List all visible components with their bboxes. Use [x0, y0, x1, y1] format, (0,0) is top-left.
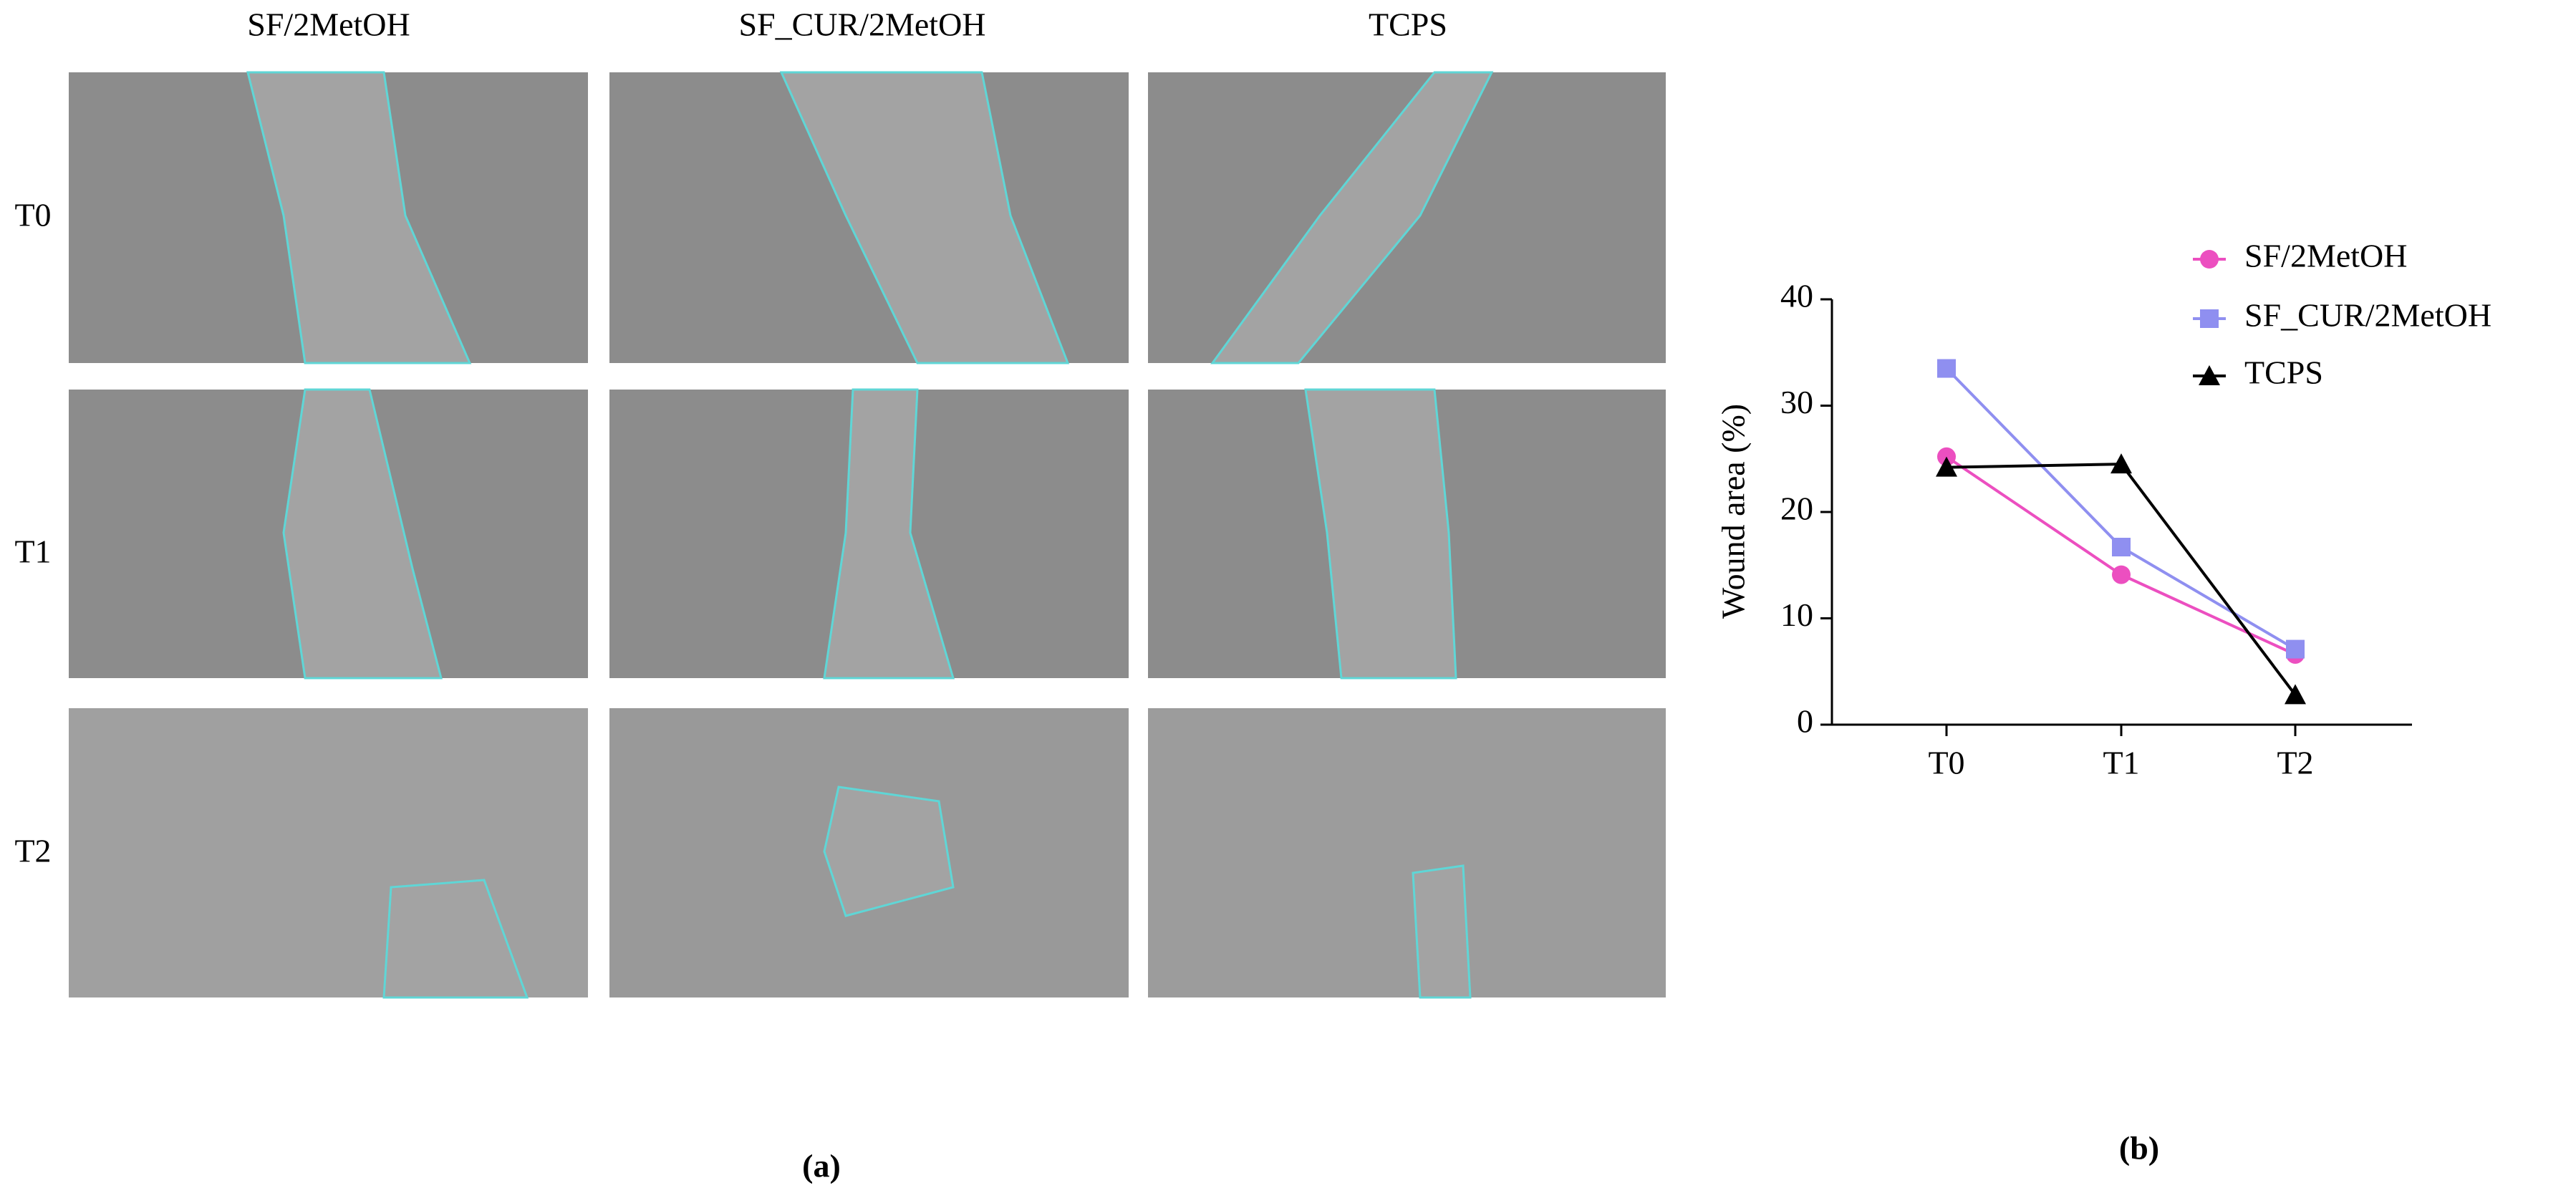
- y-tick-label: 20: [1780, 491, 1813, 527]
- micrograph: [1148, 388, 1666, 680]
- y-tick-label: 0: [1797, 703, 1813, 740]
- x-tick-label: T2: [2277, 745, 2313, 781]
- micrograph: [69, 388, 588, 680]
- legend-marker: [2200, 250, 2219, 269]
- row-label: T1: [14, 533, 51, 570]
- micrograph: [69, 708, 588, 999]
- data-point: [1937, 359, 1956, 378]
- legend-label: SF_CUR/2MetOH: [2244, 297, 2491, 334]
- column-header: SF/2MetOH: [247, 6, 410, 43]
- legend-marker: [2199, 365, 2220, 385]
- column-header: SF_CUR/2MetOH: [738, 6, 985, 43]
- data-point: [2286, 639, 2305, 659]
- micrograph: [609, 708, 1129, 997]
- panel-label: (b): [2119, 1130, 2159, 1166]
- data-point: [1936, 456, 1957, 477]
- data-point: [2112, 538, 2131, 557]
- y-axis-label: Wound area (%): [1715, 404, 1752, 619]
- micrograph: [609, 388, 1129, 680]
- micrograph: [609, 71, 1129, 364]
- legend-marker: [2200, 309, 2219, 328]
- micrograph: [1148, 708, 1666, 999]
- row-label: T2: [14, 833, 51, 869]
- legend-label: TCPS: [2244, 354, 2323, 391]
- x-tick-label: T1: [2103, 745, 2139, 781]
- micrograph: [69, 71, 588, 364]
- panel-label: (a): [802, 1148, 841, 1184]
- legend-label: SF/2MetOH: [2244, 238, 2407, 274]
- y-tick-label: 10: [1780, 596, 1813, 633]
- data-point: [2111, 453, 2132, 474]
- data-point: [2112, 565, 2131, 584]
- series-line: [1945, 367, 2297, 651]
- y-tick-label: 40: [1780, 278, 1813, 314]
- column-header: TCPS: [1369, 6, 1447, 43]
- x-tick-label: T0: [1928, 745, 1964, 781]
- row-label: T0: [14, 197, 51, 233]
- micrographs: [69, 71, 1666, 999]
- micrograph: [1148, 71, 1666, 364]
- data-point: [2285, 684, 2306, 705]
- y-tick-label: 30: [1780, 384, 1813, 420]
